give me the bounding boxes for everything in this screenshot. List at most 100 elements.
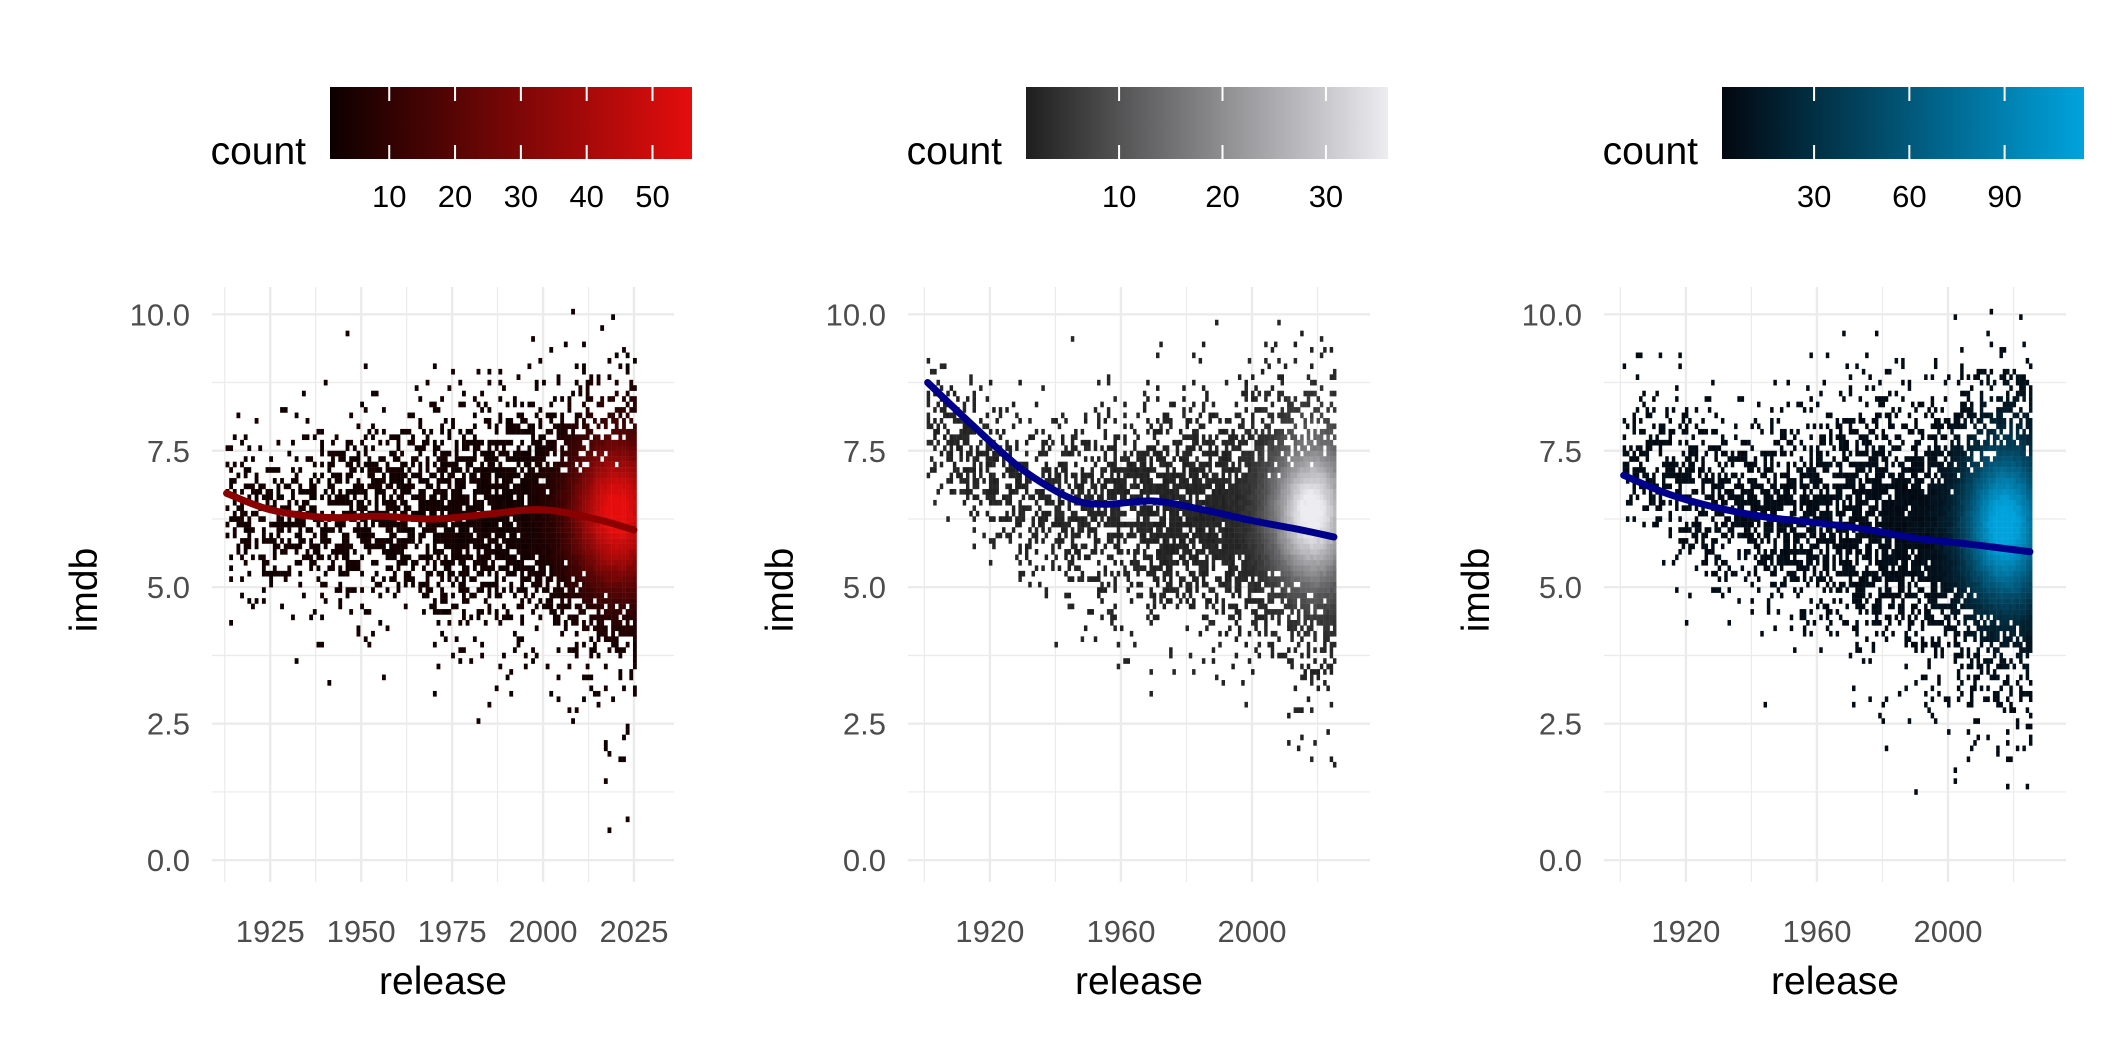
heatmap-tile — [534, 379, 539, 386]
heatmap-tile — [1273, 505, 1278, 512]
heatmap-tile — [1139, 478, 1144, 484]
heatmap-tile — [1149, 527, 1153, 533]
heatmap-tile — [545, 439, 550, 446]
heatmap-tile — [1178, 554, 1183, 561]
heatmap-tile — [1044, 478, 1049, 484]
heatmap-tile — [542, 570, 546, 577]
heatmap-tile — [360, 527, 364, 533]
heatmap-tile — [1103, 521, 1108, 528]
heatmap-tile — [516, 456, 521, 462]
heatmap-tile — [943, 407, 947, 413]
heatmap-tile — [1306, 521, 1311, 528]
heatmap-tile — [582, 587, 586, 593]
heatmap-tile — [603, 663, 608, 670]
heatmap-tile — [236, 516, 241, 522]
heatmap-tile — [607, 439, 612, 446]
heatmap-tile — [1169, 587, 1173, 593]
heatmap-tile — [494, 423, 499, 430]
heatmap-tile — [1237, 554, 1242, 561]
heatmap-tile — [552, 549, 557, 555]
heatmap-tile — [1290, 603, 1294, 610]
heatmap-tile — [349, 505, 354, 512]
heatmap-tile — [531, 467, 535, 473]
heatmap-tile — [1172, 669, 1176, 675]
heatmap-tile — [992, 478, 996, 484]
heatmap-tile — [487, 494, 492, 501]
heatmap-tile — [480, 652, 485, 659]
heatmap-tile — [582, 598, 586, 604]
heatmap-tile — [516, 461, 521, 468]
heatmap-tile — [287, 521, 292, 528]
heatmap-tile — [1103, 510, 1108, 517]
heatmap-tile — [567, 483, 572, 490]
heatmap-tile — [1270, 532, 1275, 539]
heatmap-tile — [1133, 439, 1137, 446]
heatmap-tile — [505, 570, 510, 577]
heatmap-tile — [1083, 554, 1088, 561]
heatmap-tile — [988, 428, 993, 435]
heatmap-tile — [523, 516, 528, 522]
heatmap-tile — [1306, 696, 1311, 703]
heatmap-tile — [1162, 570, 1167, 577]
heatmap-tile — [1090, 609, 1094, 615]
heatmap-tile — [1231, 488, 1235, 495]
heatmap-tile — [1149, 505, 1153, 512]
heatmap-tile — [600, 538, 605, 544]
heatmap-tile — [505, 549, 510, 555]
heatmap-tile — [1303, 630, 1307, 637]
heatmap-tile — [538, 494, 543, 501]
heatmap-tile — [298, 559, 303, 566]
heatmap-tile — [629, 603, 634, 610]
heatmap-tile — [1093, 461, 1098, 468]
heatmap-tile — [465, 428, 470, 435]
heatmap-tile — [451, 549, 455, 555]
heatmap-tile — [585, 434, 590, 441]
heatmap-tile — [1067, 450, 1072, 457]
heatmap-tile — [1296, 461, 1301, 468]
heatmap-tile — [440, 428, 445, 435]
heatmap-tile — [592, 418, 597, 424]
heatmap-tile — [1231, 592, 1235, 599]
heatmap-tile — [1126, 570, 1131, 577]
heatmap-tile — [1142, 450, 1147, 457]
heatmap-tile — [1182, 538, 1186, 544]
heatmap-tile — [607, 532, 612, 539]
heatmap-tile — [1074, 543, 1078, 550]
heatmap-tile — [560, 527, 565, 533]
heatmap-tile — [1296, 439, 1301, 446]
heatmap-tile — [472, 412, 477, 419]
heatmap-tile — [494, 527, 499, 533]
heatmap-tile — [305, 527, 310, 533]
heatmap-tile — [341, 554, 346, 561]
heatmap-tile — [1031, 434, 1035, 441]
heatmap-tile — [1267, 532, 1271, 539]
heatmap-tile — [472, 439, 477, 446]
heatmap-tile — [261, 554, 266, 561]
heatmap-tile — [403, 499, 408, 506]
heatmap-tile — [560, 418, 565, 424]
heatmap-tile — [491, 505, 495, 512]
heatmap-tile — [400, 483, 405, 490]
heatmap-tile — [611, 396, 615, 402]
heatmap-tile — [611, 630, 615, 637]
heatmap-tile — [1201, 434, 1206, 441]
heatmap-tile — [611, 619, 615, 626]
heatmap-tile — [494, 570, 499, 577]
heatmap-tile — [1303, 619, 1307, 626]
heatmap-tile — [1146, 472, 1150, 479]
heatmap-tile — [1231, 521, 1235, 528]
heatmap-tile — [596, 445, 601, 451]
heatmap-tile — [1074, 434, 1078, 441]
heatmap-tile — [432, 439, 437, 446]
heatmap-tile — [451, 570, 455, 577]
heatmap-tile — [552, 570, 557, 577]
heatmap-tile — [969, 510, 973, 517]
heatmap-tile — [1300, 549, 1304, 555]
heatmap-tile — [1231, 554, 1235, 561]
heatmap-tile — [1064, 461, 1068, 468]
heatmap-tile — [560, 532, 565, 539]
heatmap-tile — [476, 521, 481, 528]
heatmap-tile — [1080, 467, 1085, 473]
heatmap-tile — [1044, 532, 1049, 539]
heatmap-tile — [1293, 407, 1298, 413]
